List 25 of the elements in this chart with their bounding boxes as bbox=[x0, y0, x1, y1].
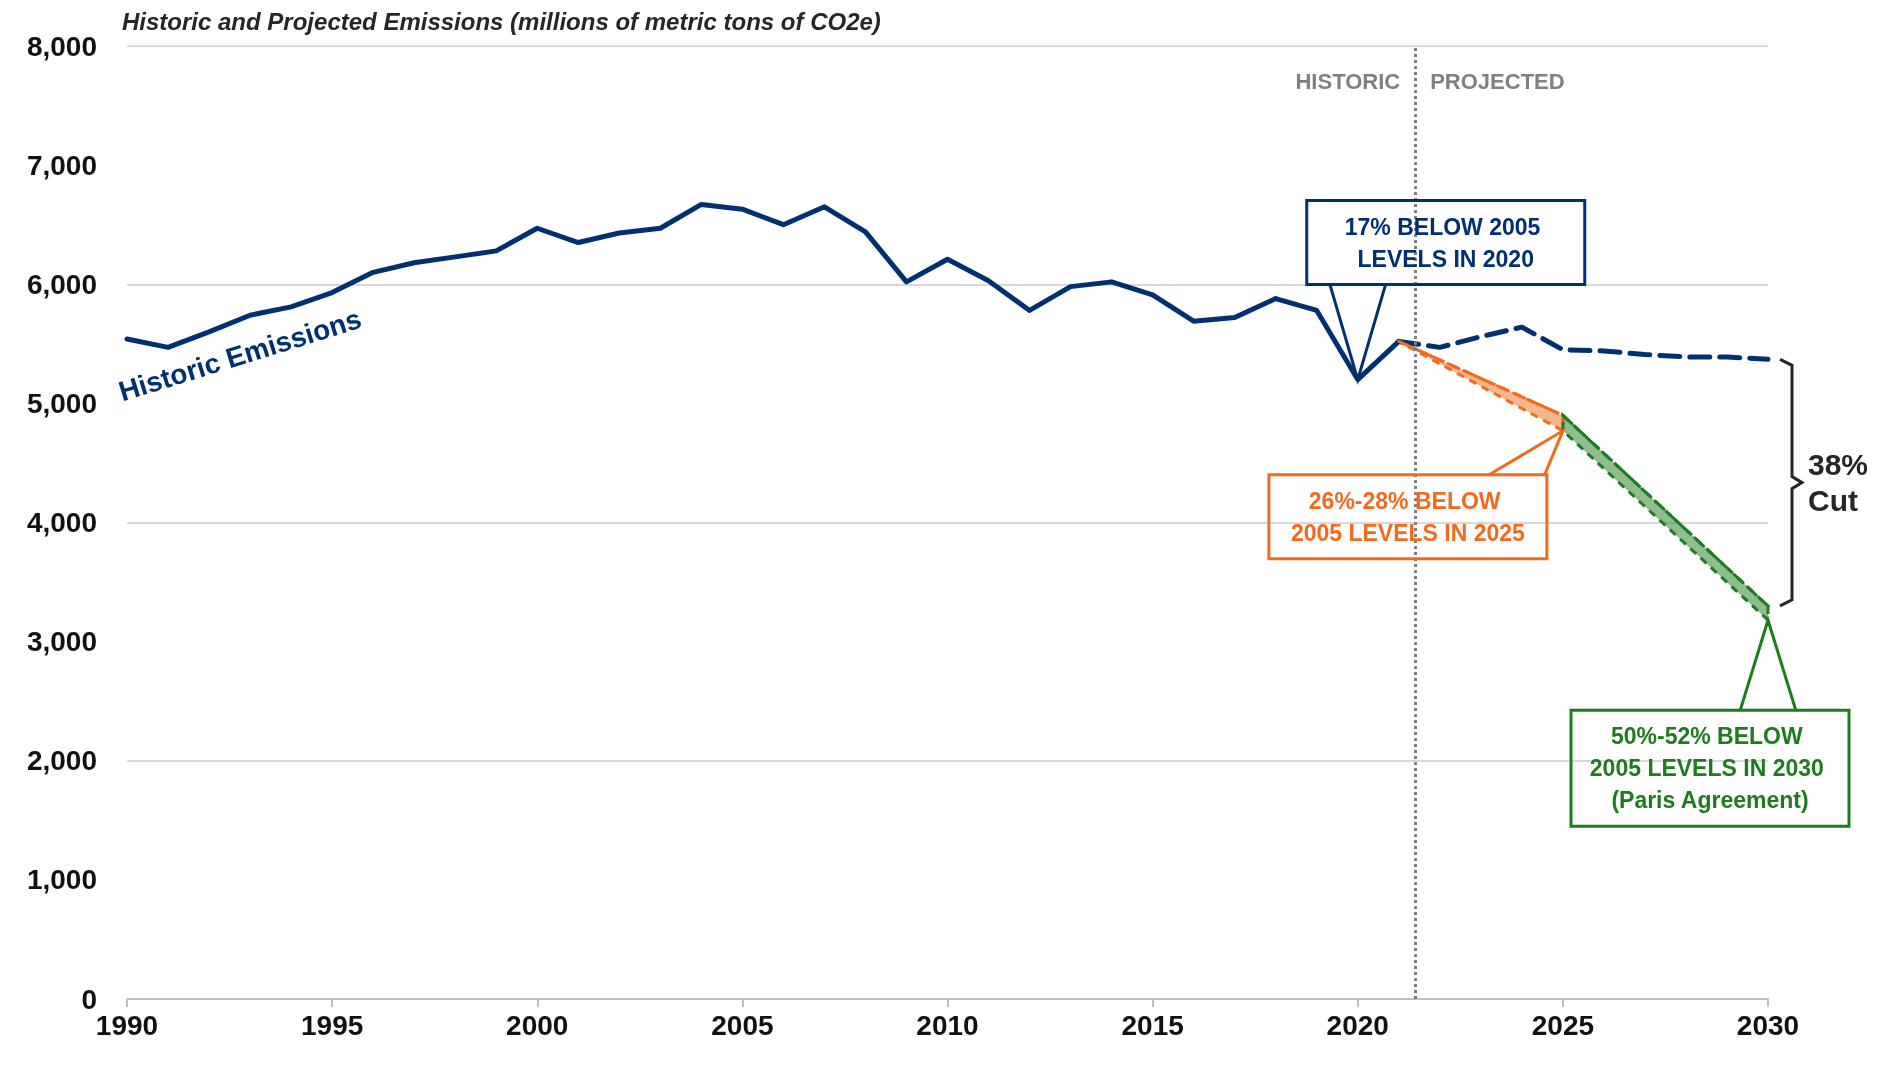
x-tick-label: 2000 bbox=[506, 1009, 569, 1041]
x-tick-label: 2015 bbox=[1121, 1009, 1184, 1041]
x-tick-label: 2030 bbox=[1736, 1009, 1800, 1041]
x-tick-label: 2025 bbox=[1531, 1009, 1595, 1041]
y-tick-label: 3,000 bbox=[26, 626, 97, 658]
annotation: PROJECTED bbox=[1430, 68, 1565, 94]
annotation: 17% BELOW 2005 LEVELS IN 2020 bbox=[1344, 213, 1547, 272]
annotation: 50%-52% BELOW 2005 LEVELS IN 2030 (Paris Agreement) bbox=[1589, 723, 1831, 814]
y-tick-label: 6,000 bbox=[26, 268, 97, 300]
x-tick-label: 2020 bbox=[1326, 1009, 1389, 1041]
x-tick-label: 2010 bbox=[916, 1009, 979, 1041]
x-tick-label: 1990 bbox=[95, 1009, 159, 1041]
chart-title: Historic and Projected Emissions (millions of metric tons of CO2e) bbox=[122, 7, 881, 35]
text: 38% Cut bbox=[1808, 448, 1877, 518]
y-tick-label: 1,000 bbox=[26, 864, 97, 896]
y-tick-label: 8,000 bbox=[26, 30, 97, 62]
y-tick-label: 2,000 bbox=[26, 745, 97, 777]
x-tick-label: 2005 bbox=[711, 1009, 774, 1041]
y-tick-label: 7,000 bbox=[26, 149, 97, 181]
x-tick-label: 1995 bbox=[300, 1009, 364, 1041]
y-tick-label: 5,000 bbox=[26, 387, 97, 419]
y-tick-label: 0 bbox=[81, 983, 97, 1015]
y-tick-label: 4,000 bbox=[26, 507, 97, 538]
ref-line-label: HISTORIC bbox=[1295, 68, 1401, 94]
annotation: 26%-28% BELOW 2005 LEVELS IN 2025 bbox=[1290, 487, 1526, 546]
